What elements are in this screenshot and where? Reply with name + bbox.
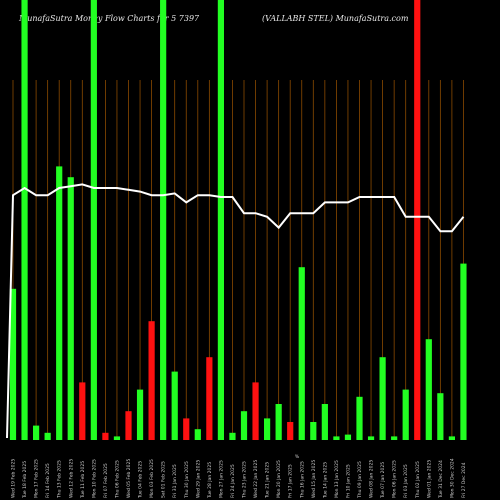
x-tick-label: Thu 06 Feb 2025 xyxy=(114,460,120,499)
bar xyxy=(321,404,328,440)
x-tick-label: Thu 23 Jan 2025 xyxy=(242,461,248,499)
bar xyxy=(113,436,121,440)
chart-subtitle: (VALLABH STEL) MunafaSutra.com xyxy=(262,14,409,23)
bar xyxy=(33,425,40,440)
bar xyxy=(56,166,63,440)
x-tick-label: Tue 14 Jan 2025 xyxy=(322,462,328,499)
x-tick-label: Sat 01 Feb 2025 xyxy=(161,461,167,498)
x-tick-label: Mon 13 Jan 2025 xyxy=(334,460,340,498)
x-tick-label: Tue 04 Feb 2025 xyxy=(138,461,144,499)
x-tick-label: Mon 27 Jan 2025 xyxy=(218,460,224,498)
bar xyxy=(148,321,155,440)
bar xyxy=(102,432,109,440)
x-tick-label: Wed 05 Feb 2025 xyxy=(126,459,132,498)
bar xyxy=(344,434,352,440)
line-series xyxy=(6,183,465,439)
bar xyxy=(79,382,86,440)
x-tick-label: Thu 09 Jan 2025 xyxy=(357,461,363,499)
x-tick-label: Thu 30 Jan 2025 xyxy=(184,461,190,499)
bar xyxy=(171,371,178,440)
bar xyxy=(183,418,190,440)
bar xyxy=(44,432,51,440)
bar xyxy=(356,396,363,440)
bar-series xyxy=(9,0,467,440)
x-tick-label: Wed 15 Jan 2025 xyxy=(311,460,317,498)
bar xyxy=(125,411,132,440)
bar xyxy=(67,177,74,440)
bar xyxy=(287,422,294,440)
x-tick-labels: Wed 19 Feb 2025 Tue 18 Feb 2025 Mon 17 Feb… xyxy=(11,458,467,499)
bar xyxy=(425,339,432,440)
bar xyxy=(310,422,317,440)
x-tick-label: Tue 07 Jan 2025 xyxy=(380,462,386,499)
bar xyxy=(402,389,409,440)
bar xyxy=(414,0,421,440)
bar xyxy=(275,404,282,440)
bar xyxy=(391,436,398,440)
x-tick-label: Fri 27 Dec 2024 xyxy=(461,462,467,498)
bar xyxy=(437,393,444,440)
x-tick-label: Mon 30 Dec 2024 xyxy=(449,458,455,498)
x-tick-label: Tue 31 Dec 2024 xyxy=(438,460,444,499)
bar xyxy=(229,432,236,440)
bar xyxy=(136,389,144,440)
bar xyxy=(21,0,28,440)
x-tick-label: Fri 17 Jan 2025 xyxy=(288,464,294,498)
x-tick-label: Tue 21 Jan 2025 xyxy=(265,462,271,499)
x-tick-label: Fri 24 Jan 2025 xyxy=(230,464,236,498)
bar xyxy=(217,0,224,440)
bar xyxy=(367,436,375,440)
x-tick-label: Fri 10 Jan 2025 xyxy=(345,464,351,498)
x-tick-label: Fri 03 Jan 2025 xyxy=(403,464,409,498)
x-tick-label: Wed 01 Jan 2025 xyxy=(426,460,432,498)
bar xyxy=(460,263,467,440)
money-flow-line xyxy=(6,183,465,439)
bar xyxy=(252,382,259,440)
bar xyxy=(160,0,167,440)
bar xyxy=(90,0,97,440)
bar xyxy=(264,418,271,440)
x-tick-label: Thu 13 Feb 2025 xyxy=(57,460,63,499)
x-tick-label: Mon 10 Feb 2025 xyxy=(91,459,97,498)
x-tick-label: Thu 02 Jan 2025 xyxy=(415,461,421,499)
x-tick-label: Mon 06 Jan 2025 xyxy=(392,460,398,498)
x-tick-label: Fri 14 Feb 2025 xyxy=(45,463,51,498)
x-tick-label: Fri 07 Feb 2025 xyxy=(103,463,109,498)
bar xyxy=(298,267,305,440)
bar xyxy=(379,357,386,440)
x-tick-label: Fri 31 Jan 2025 xyxy=(172,464,178,498)
x-tick-label: Mon 20 Jan 2025 xyxy=(276,460,282,498)
x-tick-label: Wed 19 Feb 2025 xyxy=(11,459,17,498)
x-tick-label: Mon 03 Feb 2025 xyxy=(149,459,155,498)
x-tick-label: Tue 18 Feb 2025 xyxy=(22,461,28,499)
x-tick-label: Tue 28 Jan 2025 xyxy=(207,462,213,499)
bar xyxy=(448,436,455,440)
x-tick-label: Wed 12 Feb 2025 xyxy=(68,459,74,498)
bar xyxy=(240,411,248,440)
bar xyxy=(9,288,17,440)
x-tick-label: Wed 08 Jan 2025 xyxy=(369,460,375,498)
bar xyxy=(333,436,340,440)
chart-title: MunafaSutra Money Flow Charts for 5 7397 xyxy=(19,14,200,23)
x-tick-label: Wed 22 Jan 2025 xyxy=(253,460,259,498)
x-tick-label: Mon 17 Feb 2025 xyxy=(34,459,40,498)
x-tick-label: Tue 11 Feb 2025 xyxy=(80,461,86,499)
footer-label: % xyxy=(295,454,300,460)
bar xyxy=(194,429,201,440)
bar xyxy=(206,357,213,440)
x-tick-label: Thu 16 Jan 2025 xyxy=(299,461,305,499)
x-tick-label: Wed 29 Jan 2025 xyxy=(195,460,201,498)
